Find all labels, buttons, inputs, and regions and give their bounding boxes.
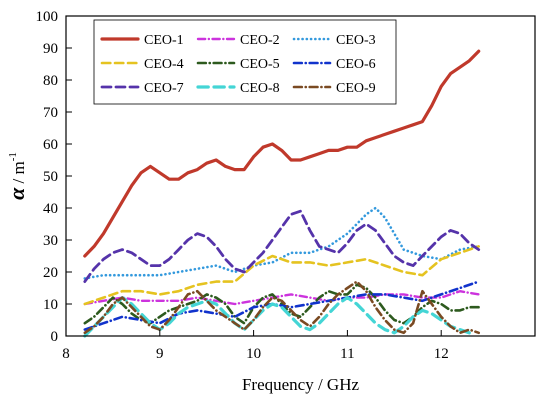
series-line-ceo-7 <box>83 209 481 283</box>
series-line-ceo-8 <box>83 296 471 338</box>
y-tick-label: 90 <box>43 41 58 57</box>
y-tick-label: 30 <box>43 233 58 249</box>
y-axis-symbol: α <box>4 187 29 200</box>
ticks-layer: 8 9 10 11 12 0 10 20 30 40 50 60 70 80 90 100 <box>36 9 449 362</box>
y-tick-label: 50 <box>43 169 58 185</box>
x-axis-title: Frequency / GHz <box>242 375 360 394</box>
legend-label-ceo-9: CEO-9 <box>336 81 376 96</box>
y-tick-label: 20 <box>43 265 58 281</box>
legend-label-ceo-6: CEO-6 <box>336 57 376 72</box>
y-axis-title: α / m-1 <box>4 152 29 200</box>
x-tick-label: 12 <box>434 346 449 362</box>
legend-label-ceo-5: CEO-5 <box>240 57 280 72</box>
legend-label-ceo-2: CEO-2 <box>240 33 280 48</box>
legend-label-ceo-4: CEO-4 <box>144 57 184 72</box>
legend-label-ceo-1: CEO-1 <box>144 33 184 48</box>
series-line-ceo-1 <box>83 49 481 258</box>
y-axis-unit-exponent: -1 <box>7 152 19 161</box>
legend-label-ceo-3: CEO-3 <box>336 33 376 48</box>
y-tick-label: 60 <box>43 137 58 153</box>
series-line-ceo-3 <box>83 206 480 280</box>
y-axis-unit: / m <box>9 161 28 187</box>
legend-box <box>93 19 397 105</box>
series-line-ceo-6 <box>83 280 480 331</box>
y-tick-label: 100 <box>36 9 59 25</box>
series-line-ceo-2 <box>83 290 480 306</box>
legend: CEO-1 CEO-2 CEO-3 CEO-4 CEO-5 CEO-6 CEO-7 CEO-8… <box>93 19 397 105</box>
y-tick-label: 40 <box>43 201 58 217</box>
series-layer <box>83 49 481 338</box>
y-tick-label: 70 <box>43 105 58 121</box>
y-tick-label: 80 <box>43 73 58 89</box>
series-line-ceo-9 <box>83 280 480 335</box>
x-tick-label: 10 <box>246 346 261 362</box>
y-tick-label: 0 <box>51 329 59 345</box>
x-tick-label: 9 <box>156 346 164 362</box>
series-line-ceo-4 <box>83 245 480 306</box>
legend-label-ceo-8: CEO-8 <box>240 81 280 96</box>
x-tick-label: 11 <box>340 346 354 362</box>
y-tick-label: 10 <box>43 297 58 313</box>
x-tick-label: 8 <box>62 346 70 362</box>
legend-label-ceo-7: CEO-7 <box>144 81 184 96</box>
